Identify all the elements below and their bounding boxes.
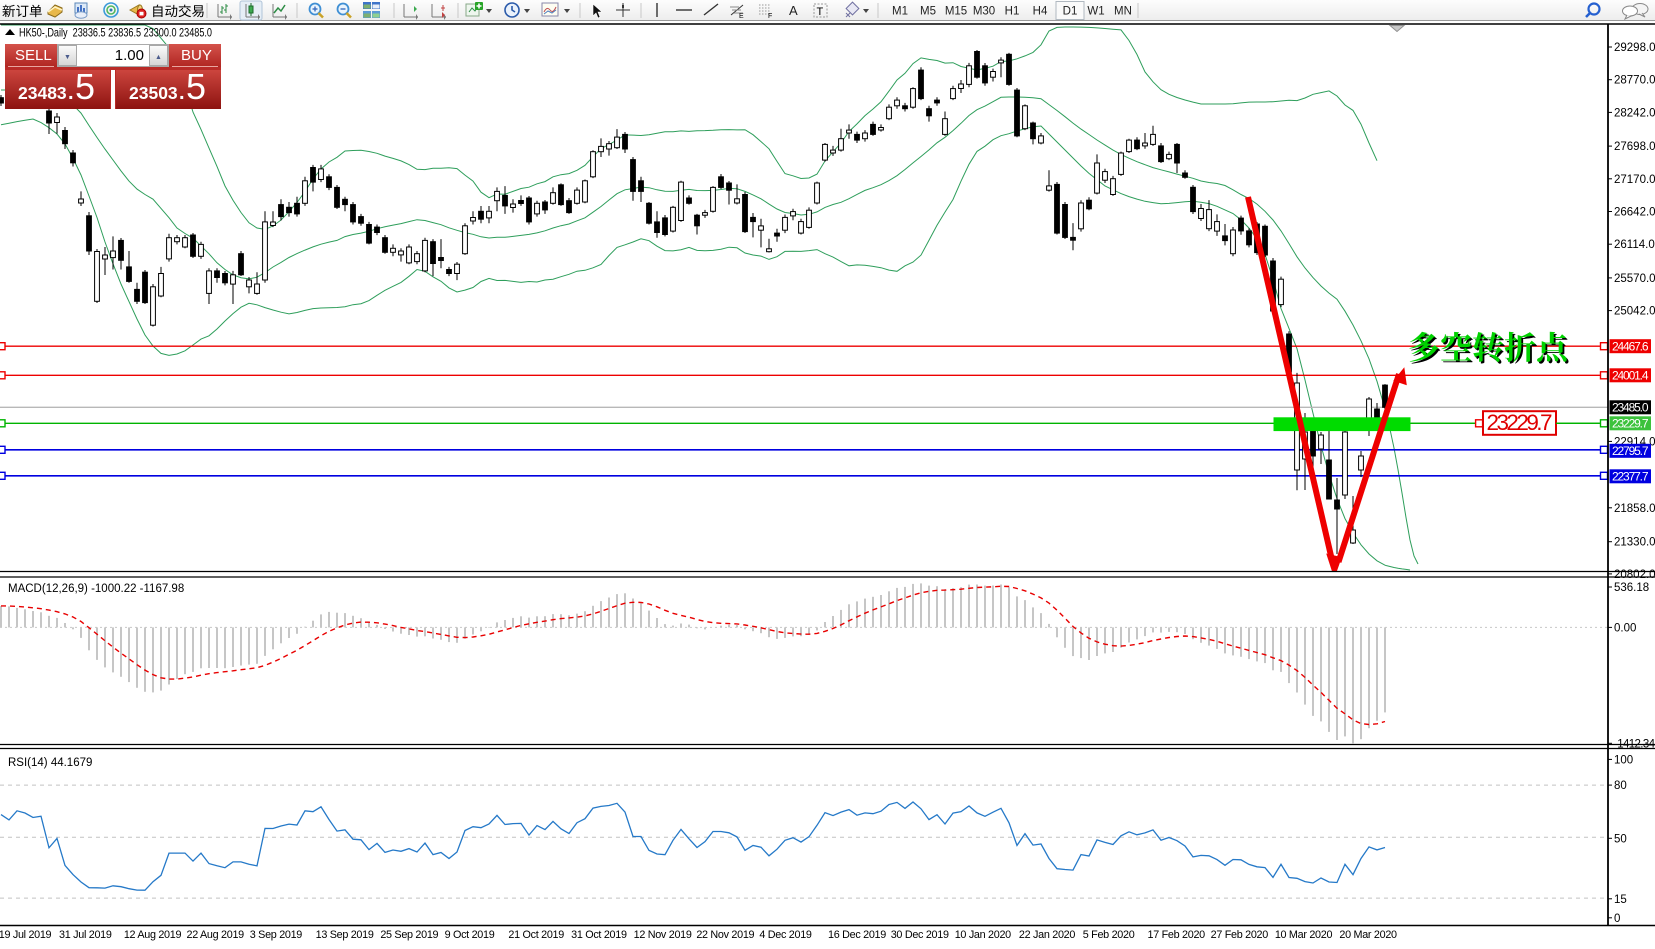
svg-text:M1: M1 — [892, 6, 908, 18]
svg-text:27698.0: 27698.0 — [1614, 141, 1655, 153]
svg-text:M30: M30 — [973, 6, 995, 18]
svg-text:12 Aug 2019: 12 Aug 2019 — [124, 929, 182, 941]
svg-text:29298.0: 29298.0 — [1614, 42, 1655, 54]
svg-text:50: 50 — [1614, 833, 1627, 845]
svg-text:0.00: 0.00 — [1614, 622, 1636, 634]
svg-text:19 Jul 2019: 19 Jul 2019 — [0, 929, 52, 941]
svg-text:RSI(14) 44.1679: RSI(14) 44.1679 — [8, 757, 92, 769]
svg-text:21858.0: 21858.0 — [1614, 503, 1655, 515]
svg-text:22377.7: 22377.7 — [1612, 470, 1649, 484]
svg-text:31 Jul 2019: 31 Jul 2019 — [59, 929, 112, 941]
svg-text:13 Sep 2019: 13 Sep 2019 — [316, 929, 374, 941]
svg-text:25570.0: 25570.0 — [1614, 273, 1655, 285]
svg-text:4 Dec 2019: 4 Dec 2019 — [759, 929, 812, 941]
svg-text:E: E — [739, 13, 744, 20]
svg-text:25 Sep 2019: 25 Sep 2019 — [380, 929, 438, 941]
svg-text:16 Dec 2019: 16 Dec 2019 — [828, 929, 886, 941]
svg-text:3 Sep 2019: 3 Sep 2019 — [250, 929, 303, 941]
svg-text:F: F — [768, 13, 772, 20]
svg-text:536.18: 536.18 — [1614, 582, 1649, 594]
svg-text:22 Jan 2020: 22 Jan 2020 — [1019, 929, 1075, 941]
svg-text:MACD(12,26,9) -1000.22 -1167.9: MACD(12,26,9) -1000.22 -1167.98 — [8, 583, 184, 595]
svg-text:10 Jan 2020: 10 Jan 2020 — [955, 929, 1011, 941]
svg-text:21330.0: 21330.0 — [1614, 537, 1655, 549]
svg-text:25042.0: 25042.0 — [1614, 306, 1655, 318]
svg-text:23229.7: 23229.7 — [1612, 417, 1649, 431]
svg-text:MN: MN — [1114, 6, 1132, 18]
svg-text:27 Feb 2020: 27 Feb 2020 — [1211, 929, 1269, 941]
svg-text:22 Aug 2019: 22 Aug 2019 — [187, 929, 245, 941]
svg-text:22795.7: 22795.7 — [1612, 444, 1649, 458]
svg-text:W1: W1 — [1087, 6, 1104, 18]
svg-text:26642.0: 26642.0 — [1614, 207, 1655, 219]
svg-text:26114.0: 26114.0 — [1614, 239, 1655, 251]
svg-text:HK50-,Daily 23836.5 23836.5 2: HK50-,Daily 23836.5 23836.5 23300.0 2348… — [19, 26, 212, 40]
svg-text:23229.7: 23229.7 — [1487, 410, 1553, 435]
svg-text:20 Mar 2020: 20 Mar 2020 — [1339, 929, 1397, 941]
svg-text:21 Oct 2019: 21 Oct 2019 — [508, 929, 564, 941]
svg-text:12 Nov 2019: 12 Nov 2019 — [634, 929, 692, 941]
svg-text:5 Feb 2020: 5 Feb 2020 — [1083, 929, 1135, 941]
svg-text:A: A — [789, 3, 798, 18]
svg-text:9 Oct 2019: 9 Oct 2019 — [445, 929, 495, 941]
svg-text:-1412.34: -1412.34 — [1614, 738, 1655, 750]
svg-text:100: 100 — [1614, 754, 1633, 766]
svg-text:31 Oct 2019: 31 Oct 2019 — [571, 929, 627, 941]
svg-text:D1: D1 — [1063, 6, 1078, 18]
svg-text:M15: M15 — [945, 6, 967, 18]
svg-text:30 Dec 2019: 30 Dec 2019 — [891, 929, 949, 941]
svg-text:M5: M5 — [920, 6, 936, 18]
svg-text:H1: H1 — [1005, 6, 1020, 18]
svg-text:24001.4: 24001.4 — [1612, 369, 1649, 383]
svg-text:22 Nov 2019: 22 Nov 2019 — [696, 929, 754, 941]
svg-text:28242.0: 28242.0 — [1614, 107, 1655, 119]
svg-text:20802.0: 20802.0 — [1614, 569, 1655, 581]
svg-text:23485.0: 23485.0 — [1612, 401, 1649, 415]
svg-text:80: 80 — [1614, 780, 1627, 792]
svg-text:17 Feb 2020: 17 Feb 2020 — [1148, 929, 1206, 941]
svg-text:24467.6: 24467.6 — [1612, 339, 1649, 353]
svg-text:T: T — [817, 6, 824, 18]
svg-text:28770.0: 28770.0 — [1614, 75, 1655, 87]
svg-text:0: 0 — [1614, 913, 1620, 925]
svg-text:10 Mar 2020: 10 Mar 2020 — [1275, 929, 1333, 941]
svg-text:15: 15 — [1614, 894, 1627, 906]
svg-text:H4: H4 — [1033, 6, 1048, 18]
svg-text:27170.0: 27170.0 — [1614, 174, 1655, 186]
